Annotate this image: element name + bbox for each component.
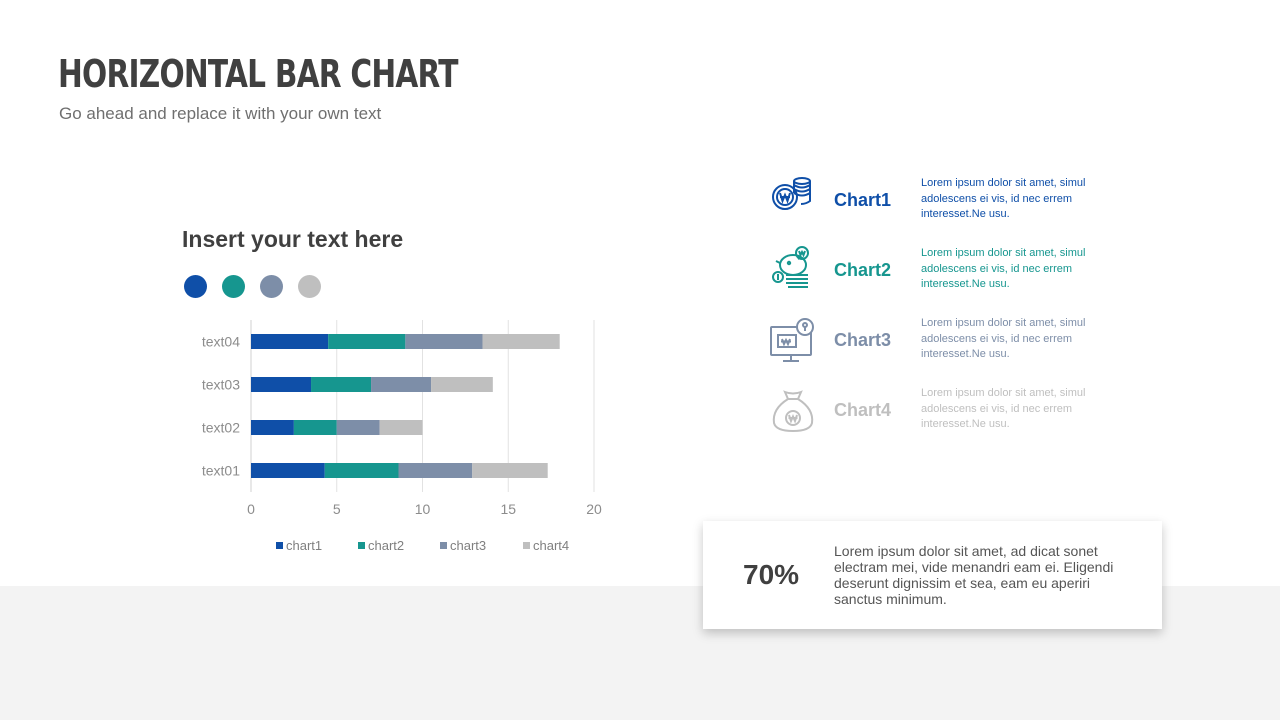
bar-chart3-text01 <box>398 463 473 478</box>
money-bag-icon <box>772 390 814 433</box>
x-tick-label: 15 <box>500 501 516 517</box>
stat-card: 70% Lorem ipsum dolor sit amet, ad dicat… <box>703 521 1162 629</box>
bar-chart2-text02 <box>293 420 337 435</box>
bar-chart1-text04 <box>251 334 329 349</box>
bar-chart1-text02 <box>251 420 294 435</box>
bar-chart2-text04 <box>328 334 406 349</box>
bar-chart4-text04 <box>482 334 560 349</box>
legend-item-chart4: chart4 <box>523 538 569 553</box>
info-title: Chart3 <box>834 330 892 350</box>
bar-chart1-text03 <box>251 377 312 392</box>
info-item-chart2: Chart2 Lorem ipsum dolor sit amet, simul… <box>768 245 1108 305</box>
legend-label: chart2 <box>368 538 405 553</box>
info-title: Chart1 <box>834 190 892 210</box>
x-tick-label: 20 <box>586 501 602 517</box>
bar-chart3-text04 <box>405 334 483 349</box>
info-title: Chart4 <box>834 400 892 420</box>
bar-chart: 0 5 10 15 20 text01 text02 text03 text04 <box>202 320 602 517</box>
x-tick-label: 5 <box>333 501 341 517</box>
x-tick-label: 10 <box>415 501 431 517</box>
info-item-chart3: Chart3 Lorem ipsum dolor sit amet, simul… <box>768 315 1108 375</box>
legend-swatch <box>523 542 530 549</box>
info-description: Lorem ipsum dolor sit amet, simul adoles… <box>921 247 1086 290</box>
stat-value: 70% <box>743 559 800 590</box>
legend-swatch <box>358 542 365 549</box>
bar-chart4-text02 <box>379 420 423 435</box>
category-label: text01 <box>202 463 240 479</box>
chart-heading: Insert your text here <box>182 226 404 252</box>
bar-chart1-text01 <box>251 463 325 478</box>
slide-title: HORIZONTAL BAR CHART <box>58 52 458 96</box>
x-tick-label: 0 <box>247 501 255 517</box>
bar-chart2-text03 <box>311 377 372 392</box>
color-dot-2 <box>222 275 245 298</box>
info-description: Lorem ipsum dolor sit amet, simul adoles… <box>921 387 1086 430</box>
piggy-bank-icon <box>772 246 809 288</box>
category-label: text04 <box>202 334 240 350</box>
legend-label: chart1 <box>286 538 323 553</box>
bar-chart2-text01 <box>324 463 399 478</box>
info-description: Lorem ipsum dolor sit amet, simul adoles… <box>921 317 1086 360</box>
legend-item-chart1: chart1 <box>276 538 322 553</box>
legend-swatch <box>440 542 447 549</box>
color-dot-1 <box>184 275 207 298</box>
bar-chart3-text02 <box>336 420 380 435</box>
coins-icon <box>772 177 811 210</box>
stat-description: Lorem ipsum dolor sit amet, ad dicat son… <box>834 543 1114 607</box>
info-list: Chart1 Lorem ipsum dolor sit amet, simul… <box>768 175 1108 445</box>
bar-chart4-text03 <box>431 377 493 392</box>
monitor-lock-icon <box>770 318 814 362</box>
info-description: Lorem ipsum dolor sit amet, simul adoles… <box>921 177 1086 220</box>
bar-chart4-text01 <box>472 463 548 478</box>
legend-swatch <box>276 542 283 549</box>
legend-item-chart2: chart2 <box>358 538 404 553</box>
color-dot-4 <box>298 275 321 298</box>
info-item-chart1: Chart1 Lorem ipsum dolor sit amet, simul… <box>768 175 1108 235</box>
info-title: Chart2 <box>834 260 892 280</box>
slide-subtitle: Go ahead and replace it with your own te… <box>59 104 382 123</box>
legend-label: chart3 <box>450 538 487 553</box>
legend-label: chart4 <box>533 538 570 553</box>
category-label: text02 <box>202 420 240 436</box>
info-item-chart4: Chart4 Lorem ipsum dolor sit amet, simul… <box>768 385 1108 445</box>
bar-chart3-text03 <box>371 377 432 392</box>
category-label: text03 <box>202 377 240 393</box>
color-dot-3 <box>260 275 283 298</box>
legend-item-chart3: chart3 <box>440 538 486 553</box>
